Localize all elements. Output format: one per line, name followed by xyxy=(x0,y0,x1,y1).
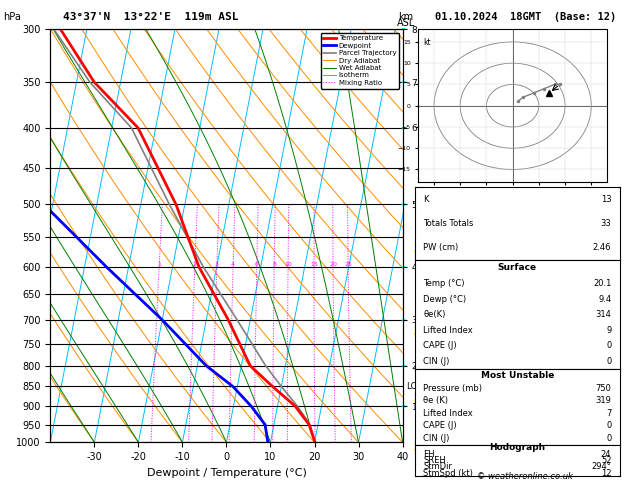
Text: 43°37'N  13°22'E  119m ASL: 43°37'N 13°22'E 119m ASL xyxy=(63,12,238,22)
Text: 24: 24 xyxy=(601,450,611,459)
X-axis label: Dewpoint / Temperature (°C): Dewpoint / Temperature (°C) xyxy=(147,468,306,478)
Text: 0: 0 xyxy=(606,434,611,443)
Text: 314: 314 xyxy=(596,310,611,319)
Text: 15: 15 xyxy=(310,262,318,267)
Text: 52: 52 xyxy=(601,456,611,465)
Text: 2.46: 2.46 xyxy=(593,243,611,252)
Text: hPa: hPa xyxy=(3,12,21,22)
Text: Lifted Index: Lifted Index xyxy=(423,409,473,418)
Text: Hodograph: Hodograph xyxy=(489,443,545,452)
Text: kt: kt xyxy=(423,38,431,47)
Text: 0: 0 xyxy=(606,357,611,366)
Text: 10: 10 xyxy=(284,262,292,267)
Text: θe (K): θe (K) xyxy=(423,396,448,405)
Text: © weatheronline.co.uk: © weatheronline.co.uk xyxy=(477,472,573,481)
Text: 2: 2 xyxy=(192,262,197,267)
Text: 20.1: 20.1 xyxy=(593,279,611,288)
Text: 4: 4 xyxy=(231,262,235,267)
Y-axis label: Mixing Ratio (g/kg): Mixing Ratio (g/kg) xyxy=(420,196,429,276)
Text: 01.10.2024  18GMT  (Base: 12): 01.10.2024 18GMT (Base: 12) xyxy=(435,12,616,22)
Text: 1: 1 xyxy=(157,262,161,267)
Text: CIN (J): CIN (J) xyxy=(423,434,450,443)
Text: θe(K): θe(K) xyxy=(423,310,446,319)
Text: 3: 3 xyxy=(215,262,219,267)
Legend: Temperature, Dewpoint, Parcel Trajectory, Dry Adiabat, Wet Adiabat, Isotherm, Mi: Temperature, Dewpoint, Parcel Trajectory… xyxy=(321,33,399,88)
Text: ASL: ASL xyxy=(396,18,415,29)
Text: 0: 0 xyxy=(606,421,611,431)
Text: Temp (°C): Temp (°C) xyxy=(423,279,465,288)
Text: SREH: SREH xyxy=(423,456,446,465)
Text: 6: 6 xyxy=(255,262,259,267)
Text: 8: 8 xyxy=(272,262,276,267)
Text: 25: 25 xyxy=(344,262,352,267)
Text: 20: 20 xyxy=(329,262,337,267)
Text: CAPE (J): CAPE (J) xyxy=(423,342,457,350)
Text: Dewp (°C): Dewp (°C) xyxy=(423,295,467,304)
Text: Totals Totals: Totals Totals xyxy=(423,219,474,228)
Text: km: km xyxy=(398,12,413,22)
Text: 0: 0 xyxy=(606,342,611,350)
Text: PW (cm): PW (cm) xyxy=(423,243,459,252)
Text: 13: 13 xyxy=(601,195,611,204)
Text: 319: 319 xyxy=(596,396,611,405)
Text: CIN (J): CIN (J) xyxy=(423,357,450,366)
Text: 7: 7 xyxy=(606,409,611,418)
Text: LCL: LCL xyxy=(406,382,421,391)
Text: 9: 9 xyxy=(606,326,611,335)
Text: 12: 12 xyxy=(601,469,611,478)
Text: StmSpd (kt): StmSpd (kt) xyxy=(423,469,473,478)
Text: CAPE (J): CAPE (J) xyxy=(423,421,457,431)
Text: 33: 33 xyxy=(601,219,611,228)
Text: EH: EH xyxy=(423,450,435,459)
Text: K: K xyxy=(423,195,429,204)
Text: Lifted Index: Lifted Index xyxy=(423,326,473,335)
Text: 750: 750 xyxy=(596,383,611,393)
Text: 294°: 294° xyxy=(591,462,611,471)
Text: 9.4: 9.4 xyxy=(598,295,611,304)
Text: Pressure (mb): Pressure (mb) xyxy=(423,383,482,393)
Text: Surface: Surface xyxy=(498,263,537,272)
Text: StmDir: StmDir xyxy=(423,462,452,471)
Text: Most Unstable: Most Unstable xyxy=(481,371,554,380)
